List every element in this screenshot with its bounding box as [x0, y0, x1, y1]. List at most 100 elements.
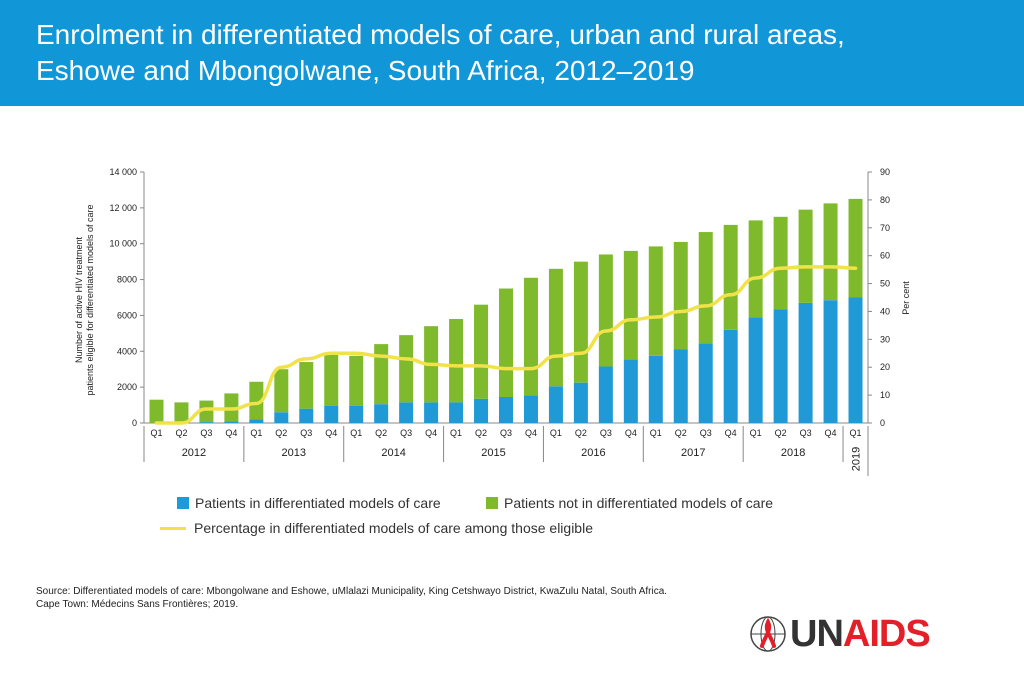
x-tick-label: Q2	[675, 428, 687, 438]
x-tick-label: Q3	[500, 428, 512, 438]
bar-not-in-dmoc	[748, 220, 763, 318]
bar-in-dmoc	[474, 398, 489, 423]
bar-in-dmoc	[274, 412, 289, 423]
bar-not-in-dmoc	[698, 232, 713, 344]
x-tick-label: Q3	[200, 428, 212, 438]
y-left-tick-label: 2000	[117, 382, 137, 392]
bar-in-dmoc	[598, 366, 613, 423]
year-label: 2019	[851, 447, 863, 471]
bar-not-in-dmoc	[773, 216, 788, 310]
globe-ribbon-icon	[750, 616, 786, 652]
bar-not-in-dmoc	[573, 261, 588, 383]
x-tick-label: Q1	[450, 428, 462, 438]
y-right-tick-label: 20	[880, 362, 890, 372]
year-label: 2012	[182, 447, 206, 459]
x-tick-label: Q2	[375, 428, 387, 438]
bar-in-dmoc	[698, 343, 713, 423]
title-line-1: Enrolment in differentiated models of ca…	[36, 19, 845, 50]
year-label: 2013	[282, 447, 306, 459]
bar-not-in-dmoc	[848, 198, 863, 298]
bar-in-dmoc	[224, 421, 239, 423]
source-line-1: Source: Differentiated models of care: M…	[36, 586, 668, 597]
x-tick-label: Q4	[425, 428, 437, 438]
y-axis-right-title: Per cent	[901, 281, 911, 315]
bar-not-in-dmoc	[349, 355, 364, 406]
x-tick-label: Q1	[350, 428, 362, 438]
bar-not-in-dmoc	[598, 254, 613, 367]
x-tick-label: Q3	[800, 428, 812, 438]
y-left-tick-label: 14 000	[109, 167, 137, 177]
y-right-tick-label: 0	[880, 418, 885, 428]
x-tick-label: Q2	[275, 428, 287, 438]
x-tick-label: Q3	[400, 428, 412, 438]
bar-not-in-dmoc	[523, 277, 538, 396]
legend-label-percentage-line: Percentage in differentiated models of c…	[194, 520, 593, 536]
bar-not-in-dmoc	[499, 288, 513, 398]
x-tick-label: Q4	[525, 428, 537, 438]
bar-in-dmoc	[848, 297, 863, 423]
bar-in-dmoc	[499, 397, 513, 423]
title-line-2: Eshowe and Mbongolwane, South Africa, 20…	[36, 55, 695, 86]
bar-not-in-dmoc	[823, 203, 838, 301]
year-label: 2016	[581, 447, 605, 459]
bar-in-dmoc	[249, 419, 264, 423]
bar-in-dmoc	[349, 405, 364, 423]
y-right-tick-label: 40	[880, 306, 890, 316]
y-right-tick-label: 50	[880, 279, 890, 289]
y-left-tick-label: 8000	[117, 275, 137, 285]
source-line-2: Cape Town: Médecins Sans Frontières; 201…	[36, 599, 239, 610]
logo-text-un: UN	[790, 613, 844, 655]
y-axis-left-title: Number of active HIV treatmentpatients e…	[74, 205, 95, 396]
bar-in-dmoc	[798, 302, 813, 423]
bar-in-dmoc	[623, 359, 638, 423]
enrolment-chart: 0 2000 4000 6000 8000 10 000 12 000 14 000 0 10 20…	[74, 167, 911, 476]
bar-not-in-dmoc	[324, 354, 339, 406]
bar-not-in-dmoc	[299, 362, 314, 409]
x-tick-label: Q3	[600, 428, 612, 438]
x-tick-label: Q4	[225, 428, 237, 438]
x-tick-label: Q3	[700, 428, 712, 438]
bar-in-dmoc	[648, 355, 663, 423]
bar-not-in-dmoc	[548, 268, 563, 387]
x-tick-label: Q2	[175, 428, 187, 438]
year-label: 2018	[781, 447, 805, 459]
legend-label-in-dmoc: Patients in differentiated models of car…	[195, 495, 441, 511]
bar-in-dmoc	[573, 382, 588, 423]
bar-in-dmoc	[324, 405, 339, 423]
year-label: 2014	[381, 447, 405, 459]
bar-in-dmoc	[723, 329, 738, 423]
x-tick-label: Q2	[475, 428, 487, 438]
bar-not-in-dmoc	[174, 402, 189, 423]
bar-in-dmoc	[424, 402, 439, 423]
bar-not-in-dmoc	[798, 209, 813, 303]
bar-not-in-dmoc	[249, 381, 264, 420]
year-label: 2017	[681, 447, 705, 459]
bar-not-in-dmoc	[274, 369, 289, 413]
bar-not-in-dmoc	[399, 335, 414, 403]
y-right-tick-label: 10	[880, 390, 890, 400]
y-left-tick-label: 6000	[117, 310, 137, 320]
bar-not-in-dmoc	[648, 246, 663, 356]
y-left-tick-label: 0	[132, 418, 137, 428]
bar-in-dmoc	[748, 317, 763, 423]
bar-in-dmoc	[548, 386, 563, 423]
bar-in-dmoc	[673, 349, 688, 423]
bar-in-dmoc	[374, 404, 389, 423]
legend-swatch-in-dmoc	[177, 497, 189, 509]
bar-in-dmoc	[523, 395, 538, 423]
x-tick-label: Q1	[850, 428, 862, 438]
x-tick-label: Q4	[825, 428, 837, 438]
x-tick-label: Q1	[650, 428, 662, 438]
bar-not-in-dmoc	[449, 319, 464, 403]
year-label: 2015	[481, 447, 505, 459]
y-right-tick-label: 30	[880, 334, 890, 344]
bar-not-in-dmoc	[474, 304, 489, 399]
source-note: Source: Differentiated models of care: M…	[36, 585, 796, 611]
page-title: Enrolment in differentiated models of ca…	[36, 17, 845, 89]
x-tick-label: Q1	[550, 428, 562, 438]
x-tick-label: Q1	[250, 428, 262, 438]
bar-not-in-dmoc	[673, 241, 688, 350]
bar-in-dmoc	[773, 309, 788, 423]
x-tick-label: Q3	[300, 428, 312, 438]
unaids-logo: UNAIDS	[748, 612, 948, 656]
